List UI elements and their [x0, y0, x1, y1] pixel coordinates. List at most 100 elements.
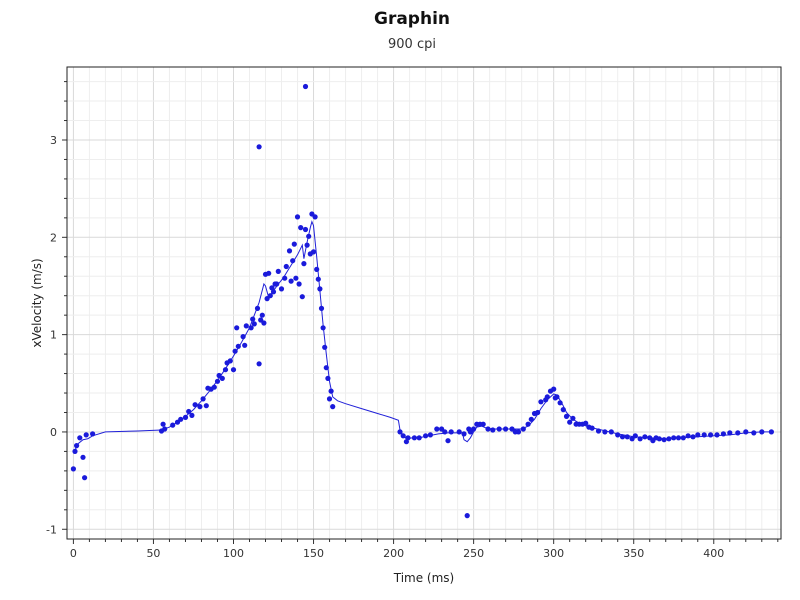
x-tick-label: 0 [70, 547, 77, 560]
data-point [743, 429, 749, 435]
series-line-path [72, 220, 772, 454]
data-point [192, 402, 198, 408]
data-point [269, 285, 275, 291]
data-point [666, 436, 672, 442]
y-tick-label: 1 [50, 329, 57, 342]
data-point [538, 399, 544, 405]
data-point [294, 214, 301, 220]
data-point [680, 435, 686, 441]
y-tick-label: -1 [46, 523, 57, 536]
data-point [735, 430, 741, 436]
data-point [200, 396, 206, 402]
data-point [77, 435, 83, 441]
data-point [323, 365, 329, 371]
data-point [619, 434, 626, 440]
data-point [286, 248, 293, 254]
data-point [471, 426, 477, 432]
data-point [485, 426, 491, 432]
data-point [328, 388, 334, 394]
data-point [602, 429, 608, 435]
data-point [442, 429, 448, 435]
data-point [525, 421, 531, 427]
data-point [72, 448, 78, 454]
data-point [427, 432, 433, 438]
data-point [400, 433, 406, 439]
data-point [314, 266, 320, 272]
data-point [275, 268, 281, 274]
data-point [675, 435, 682, 441]
series-line [72, 220, 772, 454]
data-point [325, 375, 331, 381]
data-point [661, 437, 667, 443]
data-point [589, 425, 595, 431]
data-point [416, 435, 422, 441]
x-tick-label: 200 [383, 547, 404, 560]
data-point [203, 403, 209, 409]
data-point [695, 432, 701, 438]
data-point [283, 263, 289, 270]
data-point [317, 286, 323, 292]
data-point [299, 294, 305, 300]
data-point [83, 432, 89, 438]
data-point [464, 513, 470, 519]
x-tick-label: 300 [543, 547, 564, 560]
data-point [554, 394, 560, 400]
data-point [551, 386, 557, 392]
data-point [270, 289, 277, 295]
data-point [291, 241, 297, 247]
data-point [278, 286, 285, 292]
data-point [310, 249, 317, 255]
data-point [768, 429, 775, 435]
y-axis-label: xVelocity (m/s) [30, 258, 44, 348]
x-tick-label: 250 [463, 547, 484, 560]
data-point [411, 435, 417, 441]
data-point [274, 281, 280, 287]
data-point [727, 430, 733, 436]
data-point [456, 429, 462, 435]
data-point [434, 426, 440, 432]
data-point [567, 419, 573, 425]
data-point [219, 375, 225, 381]
data-point [301, 261, 307, 267]
data-point [632, 433, 638, 439]
data-point [178, 416, 184, 422]
data-point [243, 323, 249, 329]
y-tick-label: 0 [50, 426, 57, 439]
x-axis-label: Time (ms) [393, 571, 455, 585]
data-point [751, 430, 757, 436]
data-point [570, 415, 576, 421]
data-point [302, 83, 309, 90]
data-point [656, 436, 662, 442]
data-point [326, 396, 333, 402]
data-point [720, 431, 727, 437]
data-point [189, 412, 195, 418]
data-point [448, 429, 454, 435]
chart-title: Graphin [373, 9, 450, 29]
data-point [480, 421, 486, 427]
data-point [160, 421, 166, 427]
data-point [250, 316, 256, 322]
data-point [315, 276, 321, 282]
data-point [624, 434, 630, 440]
data-point [397, 429, 403, 435]
data-point [320, 325, 326, 331]
y-tick-label: 2 [50, 231, 57, 244]
data-point [535, 409, 541, 416]
data-point [267, 293, 273, 299]
data-point [306, 233, 312, 239]
data-point [690, 434, 696, 440]
data-point [74, 443, 80, 449]
data-point [637, 436, 643, 442]
data-point [322, 344, 328, 350]
x-tick-label: 50 [146, 547, 160, 560]
data-point [671, 435, 677, 441]
data-point [227, 358, 233, 364]
data-point [423, 433, 429, 439]
series-points [70, 83, 775, 519]
data-point [330, 404, 336, 410]
data-point [608, 429, 614, 435]
data-point [563, 413, 570, 419]
data-point [256, 361, 262, 367]
data-point [254, 305, 261, 311]
data-point [490, 427, 496, 433]
